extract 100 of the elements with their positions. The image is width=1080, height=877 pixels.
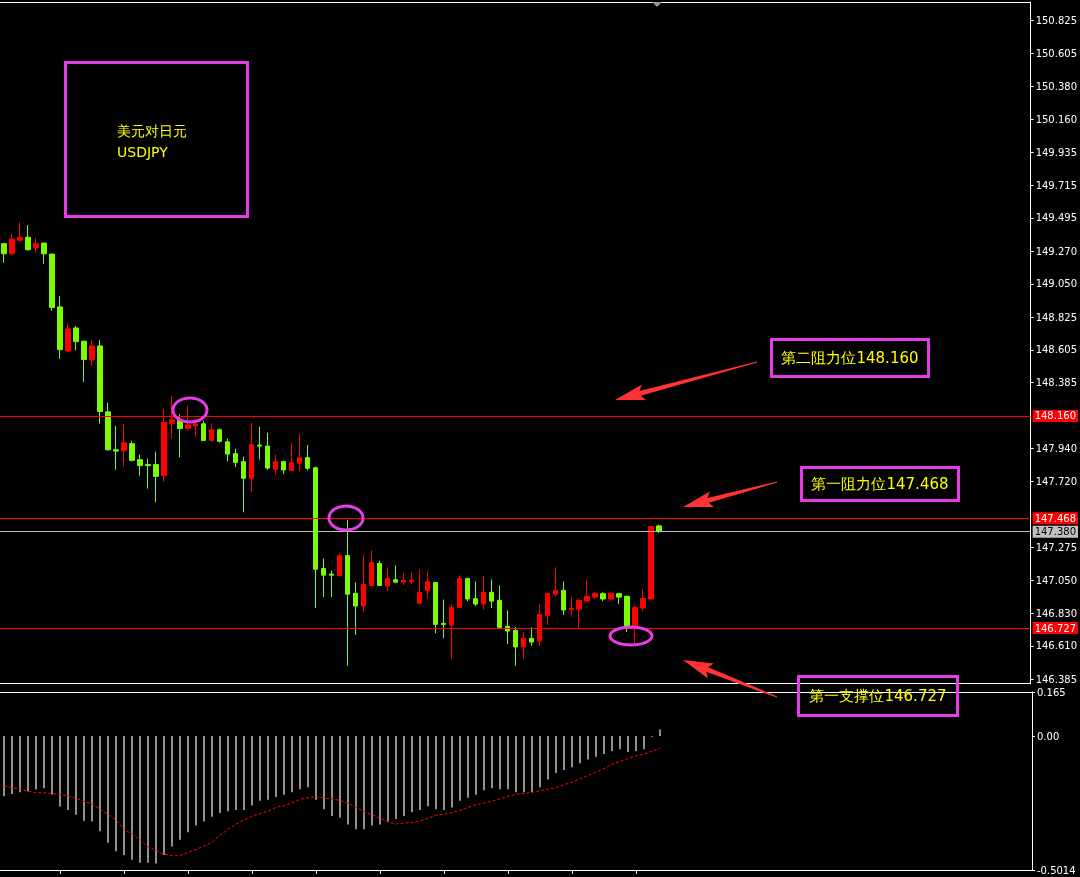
candlestick — [616, 593, 622, 605]
candlestick — [569, 596, 574, 618]
candlestick — [313, 466, 318, 609]
candlestick — [281, 460, 286, 475]
candlestick — [97, 339, 103, 425]
candlestick — [624, 594, 630, 633]
candlestick — [385, 566, 390, 592]
candlestick — [329, 570, 334, 598]
candlestick — [65, 322, 71, 353]
candlestick — [9, 233, 15, 256]
y-tick-label: 146.385 — [1035, 673, 1078, 685]
candlestick — [289, 442, 294, 471]
candlestick — [305, 444, 310, 471]
candlestick — [481, 575, 486, 610]
candlestick — [257, 426, 262, 460]
y-tick-label: 146.830 — [1035, 607, 1078, 619]
candlestick — [600, 591, 606, 602]
candlestick — [193, 421, 198, 438]
y-tick-label: 0.165 — [1037, 686, 1066, 698]
candlestick — [201, 420, 206, 441]
candlestick — [401, 573, 406, 586]
candlestick — [457, 574, 462, 609]
y-tick-label: 149.270 — [1035, 245, 1078, 257]
y-tick-label: 149.935 — [1035, 147, 1078, 159]
y-tick-label: 147.275 — [1035, 541, 1078, 553]
candlestick — [632, 604, 638, 644]
candlestick — [592, 591, 598, 600]
candlestick — [25, 224, 31, 251]
candlestick — [561, 581, 566, 616]
candlestick — [113, 425, 119, 471]
candlestick — [441, 598, 446, 639]
candlestick — [321, 558, 326, 598]
candlestick — [249, 422, 254, 493]
ref-line-label: 146.727 — [1034, 622, 1077, 634]
candlestick — [353, 581, 358, 636]
y-tick-label: 149.050 — [1035, 278, 1078, 290]
text: USDJPY — [117, 143, 169, 162]
candlestick — [41, 242, 47, 265]
candlestick — [105, 402, 111, 452]
annotation: 第二阻力位148.160 — [770, 338, 930, 378]
candlestick — [513, 626, 518, 667]
candlestick — [209, 423, 214, 442]
candlestick — [17, 221, 23, 243]
candlestick — [1, 242, 7, 264]
candlestick — [433, 581, 438, 634]
candlestick — [417, 569, 422, 604]
y-tick-label: 0.00 — [1037, 730, 1060, 742]
y-tick-label: 150.380 — [1035, 81, 1078, 93]
candlestick — [545, 592, 550, 626]
candlestick — [57, 295, 63, 360]
candlestick — [297, 433, 302, 472]
y-tick-label: 148.385 — [1035, 377, 1078, 389]
candlestick — [521, 631, 526, 660]
candlestick — [505, 609, 510, 645]
candlestick — [49, 253, 55, 312]
y-tick-label: 150.605 — [1035, 47, 1078, 59]
candlestick — [473, 581, 478, 607]
y-tick-label: 150.160 — [1035, 113, 1078, 125]
candlestick — [137, 454, 143, 477]
candlestick — [177, 413, 183, 458]
candlestick — [273, 454, 278, 475]
candlestick — [153, 451, 159, 503]
candlestick — [81, 340, 87, 383]
candlestick — [648, 526, 654, 600]
candlestick — [489, 578, 494, 609]
candlestick — [225, 438, 230, 462]
candlestick — [337, 552, 342, 578]
candlestick — [409, 571, 414, 585]
y-tick-label: 148.605 — [1035, 344, 1078, 356]
line-series — [3, 747, 661, 857]
candlestick — [89, 339, 95, 367]
candlestick — [584, 579, 590, 603]
candlestick — [233, 448, 238, 468]
y-tick-label: 149.715 — [1035, 179, 1078, 191]
candlestick — [33, 237, 39, 254]
candlestick — [553, 566, 558, 597]
y-tick-label: 150.825 — [1035, 15, 1078, 27]
ref-line-label: 147.468 — [1034, 512, 1077, 524]
y-tick-label: -0.5014 — [1037, 864, 1076, 876]
annotation: 第一阻力位147.468 — [800, 466, 960, 502]
y-tick-label: 147.940 — [1035, 443, 1078, 455]
candlestick — [265, 432, 270, 471]
candlestick — [377, 560, 382, 587]
ref-line-label: 147.380 — [1034, 526, 1077, 538]
candlestick — [529, 626, 534, 647]
ref-line-label: 148.160 — [1034, 410, 1077, 422]
candlestick — [465, 577, 470, 602]
y-tick-label: 148.825 — [1035, 311, 1078, 323]
y-tick-label: 146.610 — [1035, 640, 1078, 652]
candlestick — [241, 456, 246, 513]
candlestick — [345, 519, 350, 667]
candlestick — [217, 428, 222, 444]
candlestick — [393, 564, 398, 584]
candlestick — [145, 458, 151, 490]
candlestick — [129, 440, 135, 463]
candlestick — [369, 550, 374, 587]
candlestick — [608, 591, 614, 602]
y-tick-label: 149.495 — [1035, 212, 1078, 224]
candlestick — [73, 325, 79, 352]
candlestick — [640, 588, 646, 612]
